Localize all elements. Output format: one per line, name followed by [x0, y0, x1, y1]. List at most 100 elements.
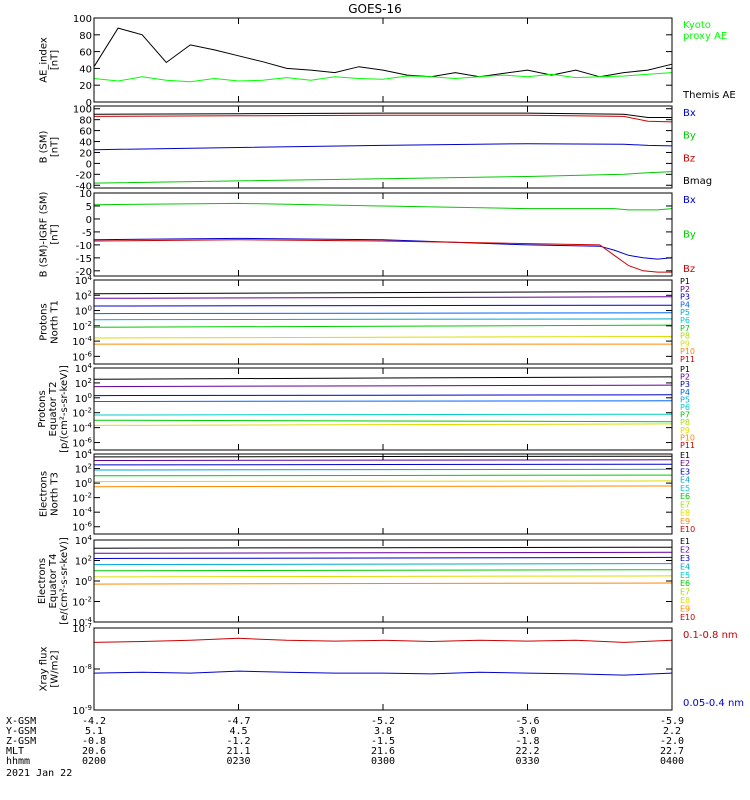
- y-tick-label: -15: [76, 254, 92, 265]
- series-line-p2: [93, 296, 673, 299]
- legend-entry: P1: [680, 277, 690, 286]
- y-tick-label: 104: [75, 274, 93, 287]
- legend-entry: P5: [680, 308, 690, 317]
- series-line-e6: [93, 575, 673, 578]
- y-axis-label: [p/(cm²-s-sr-keV)]: [59, 365, 70, 453]
- legend-entry: P3: [680, 380, 690, 389]
- legend-entry: By: [683, 230, 696, 241]
- axis-row-value: 21.1: [226, 746, 250, 757]
- y-axis-label: Xray flux: [39, 647, 50, 692]
- series-line-e7: [93, 485, 673, 488]
- y-axis-label: North T3: [50, 472, 61, 516]
- legend-entry: P4: [680, 300, 690, 309]
- legend-entry: E5: [680, 571, 690, 580]
- y-axis-label: B (SM): [39, 130, 50, 163]
- y-axis-label: Electrons: [39, 471, 50, 517]
- y-tick-label: 10-2: [72, 320, 92, 333]
- legend-entry: proxy AE: [683, 31, 727, 42]
- legend-entry: P9: [680, 339, 690, 348]
- axis-row-value: -2.0: [660, 736, 684, 747]
- legend-entry: E7: [680, 500, 690, 509]
- axis-row-value: -5.2: [371, 716, 395, 727]
- legend-entry: P8: [680, 418, 690, 427]
- y-tick-label: 10-4: [72, 335, 92, 348]
- y-tick-label: 80: [79, 116, 92, 127]
- legend-entry: E1: [680, 537, 690, 546]
- series-line-0-05-0-4-nm: [93, 670, 673, 676]
- panel-frame: [93, 17, 673, 103]
- y-tick-label: 102: [75, 289, 92, 302]
- series-line-themis-ae: [93, 27, 673, 78]
- series-line-e5: [93, 474, 673, 477]
- legend-entry: P9: [680, 426, 690, 435]
- legend-entry: E9: [680, 517, 690, 526]
- series-line-e6: [93, 480, 673, 483]
- axis-row-value: 2.2: [663, 726, 681, 737]
- axis-row-value: 0400: [660, 756, 684, 767]
- y-tick-label: 102: [75, 377, 92, 390]
- y-tick-label: 60: [79, 127, 92, 138]
- legend-entry: Kyoto: [683, 20, 711, 31]
- legend-entry: P10: [680, 347, 695, 356]
- legend-entry: By: [683, 131, 696, 142]
- date-label: 2021 Jan 22: [6, 768, 72, 779]
- legend-entry: P7: [680, 324, 690, 333]
- series-line-p7: [93, 336, 673, 339]
- legend-entry: P5: [680, 395, 690, 404]
- legend-entry: Themis AE: [682, 90, 736, 101]
- axis-row-value: -4.2: [82, 716, 106, 727]
- y-tick-label: 0: [86, 215, 92, 226]
- y-axis-label: AE_index: [39, 37, 50, 83]
- y-axis-label: [nT]: [50, 137, 61, 157]
- axis-row-value: 20.6: [82, 746, 106, 757]
- legend-entry: P7: [680, 411, 690, 420]
- y-tick-label: 100: [75, 305, 92, 318]
- series-line-bx: [93, 143, 673, 151]
- y-tick-label: 100: [75, 575, 92, 588]
- series-line-p4: [93, 400, 673, 402]
- y-tick-label: 10-8: [72, 663, 92, 676]
- axis-row-value: 0330: [515, 756, 539, 767]
- y-tick-label: 10-2: [72, 407, 92, 420]
- y-tick-label: -10: [76, 241, 92, 252]
- y-tick-label: 5: [86, 202, 92, 213]
- legend-entry: E6: [680, 579, 690, 588]
- y-axis-label: Equator T2: [48, 382, 59, 437]
- legend-entry: E10: [680, 613, 695, 622]
- y-tick-label: 60: [79, 48, 92, 59]
- series-line-p7: [93, 423, 673, 426]
- legend-entry: E4: [680, 476, 690, 485]
- series-line-e4: [93, 468, 673, 471]
- y-tick-label: 10: [79, 189, 92, 200]
- series-line-p3: [93, 394, 673, 397]
- legend-entry: Bz: [683, 153, 695, 164]
- axis-row-label: Z-GSM: [6, 736, 36, 747]
- legend-entry: E2: [680, 459, 690, 468]
- series-line-p1: [93, 376, 673, 380]
- panel-frame: [93, 105, 673, 189]
- y-tick-label: 40: [79, 64, 92, 75]
- axis-row-value: -1.8: [515, 736, 539, 747]
- axis-row-value: -1.5: [371, 736, 395, 747]
- legend-entry: E6: [680, 492, 690, 501]
- legend-entry: E5: [680, 484, 690, 493]
- axis-row-value: 22.2: [515, 746, 539, 757]
- y-tick-label: 10-6: [72, 521, 92, 534]
- y-tick-label: 10-4: [72, 422, 92, 435]
- axis-row-label: Y-GSM: [6, 726, 36, 737]
- series-line-e3: [93, 463, 673, 466]
- y-tick-label: 100: [73, 105, 92, 116]
- legend-entry: E7: [680, 588, 690, 597]
- axis-row-value: -0.8: [82, 736, 106, 747]
- legend-entry: E1: [680, 451, 690, 460]
- y-axis-label: [W/m2]: [50, 650, 61, 687]
- legend-entry: Bx: [683, 108, 696, 119]
- series-line-kyoto-proxy-ae: [93, 72, 673, 83]
- series-line-p5: [93, 413, 673, 416]
- series-line-p1: [93, 291, 673, 295]
- series-line-p6: [93, 419, 673, 423]
- legend-entry: E8: [680, 509, 690, 518]
